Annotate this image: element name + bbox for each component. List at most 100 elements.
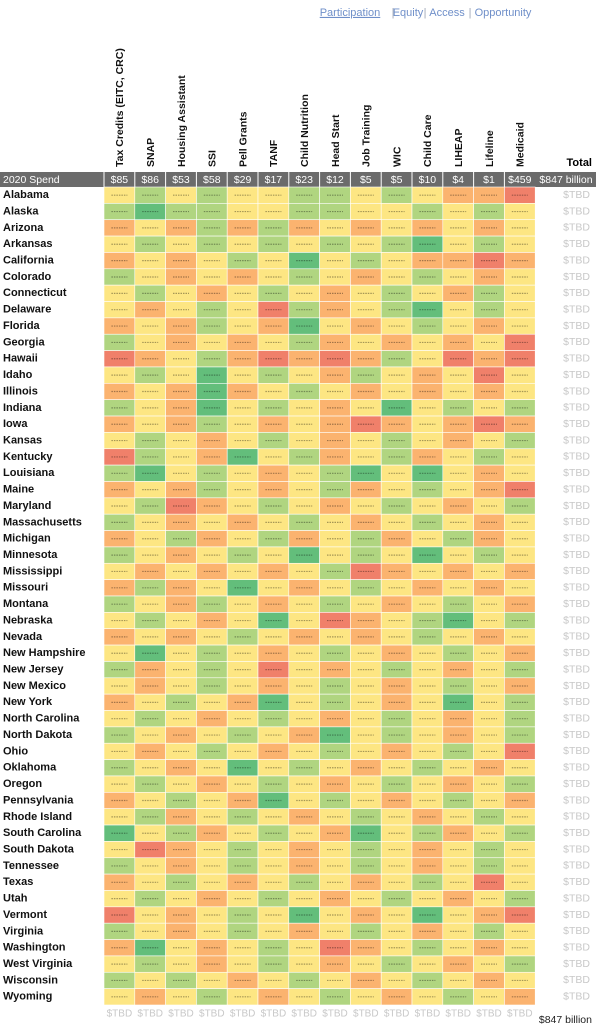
spend-value: $12 bbox=[326, 174, 344, 186]
column-header: SSI bbox=[207, 150, 219, 167]
footer-total: $847 billion bbox=[539, 1014, 592, 1024]
spend-value: $459 bbox=[508, 174, 532, 186]
row-total: $TBD bbox=[563, 483, 590, 495]
spend-value: $5 bbox=[360, 174, 372, 186]
state-name: Washington bbox=[3, 942, 66, 954]
state-name: Florida bbox=[3, 320, 41, 332]
row-total: $TBD bbox=[563, 762, 590, 774]
state-name: Idaho bbox=[3, 369, 33, 381]
state-name: Oregon bbox=[3, 778, 42, 790]
column-header: LIHEAP bbox=[453, 128, 465, 167]
footer-value: $TBD bbox=[107, 1009, 133, 1020]
row-total: $TBD bbox=[563, 418, 590, 430]
row-total: $TBD bbox=[563, 991, 590, 1003]
column-header: Pell Grants bbox=[237, 111, 249, 167]
row-total: $TBD bbox=[563, 827, 590, 839]
row-total: $TBD bbox=[563, 729, 590, 741]
column-header: Medicaid bbox=[515, 122, 527, 167]
column-header: SNAP bbox=[145, 138, 157, 167]
row-total: $TBD bbox=[563, 925, 590, 937]
state-name: Kentucky bbox=[3, 451, 53, 463]
nav-sep: | bbox=[469, 7, 472, 19]
state-name: New Jersey bbox=[3, 664, 64, 676]
state-name: Missouri bbox=[3, 582, 48, 594]
row-total: $TBD bbox=[563, 320, 590, 332]
column-header: WIC bbox=[391, 146, 403, 167]
footer-value: $TBD bbox=[322, 1009, 348, 1020]
row-total: $TBD bbox=[563, 385, 590, 397]
column-header: Lifeline bbox=[484, 130, 496, 167]
row-total: $TBD bbox=[563, 549, 590, 561]
footer-value: $TBD bbox=[137, 1009, 163, 1020]
row-total: $TBD bbox=[563, 974, 590, 986]
state-name: Alaska bbox=[3, 205, 39, 217]
spend-value: $4 bbox=[452, 174, 464, 186]
spend-value: $53 bbox=[172, 174, 190, 186]
heat-cell bbox=[504, 988, 536, 1006]
state-name: Ohio bbox=[3, 745, 28, 757]
spend-value: $5 bbox=[391, 174, 403, 186]
state-name: Georgia bbox=[3, 336, 45, 348]
state-name: Minnesota bbox=[3, 549, 58, 561]
row-total: $TBD bbox=[563, 663, 590, 675]
spend-value: $85 bbox=[111, 174, 129, 186]
row-total: $TBD bbox=[563, 336, 590, 348]
footer-value: $TBD bbox=[353, 1009, 379, 1020]
row-total: $TBD bbox=[563, 843, 590, 855]
state-name: California bbox=[3, 255, 55, 267]
nav-sep: | bbox=[392, 7, 395, 19]
spend-value: $58 bbox=[203, 174, 221, 186]
state-name: Montana bbox=[3, 598, 49, 610]
state-name: South Dakota bbox=[3, 843, 75, 855]
state-name: Maryland bbox=[3, 500, 51, 512]
spend-row-bg bbox=[0, 172, 596, 187]
row-total: $TBD bbox=[563, 369, 590, 381]
state-name: Nebraska bbox=[3, 614, 53, 626]
state-name: North Dakota bbox=[3, 729, 73, 741]
row-total: $TBD bbox=[563, 254, 590, 266]
state-name: West Virginia bbox=[3, 958, 73, 970]
spend-value: $86 bbox=[141, 174, 159, 186]
row-total: $TBD bbox=[563, 565, 590, 577]
state-name: Rhode Island bbox=[3, 811, 72, 823]
row-total: $TBD bbox=[563, 598, 590, 610]
state-name: Colorado bbox=[3, 271, 52, 283]
row-total: $TBD bbox=[563, 500, 590, 512]
state-name: Arkansas bbox=[3, 238, 53, 250]
column-header: Tax Credits (EITC, CRC) bbox=[114, 48, 126, 167]
footer-value: $TBD bbox=[291, 1009, 317, 1020]
state-name: New Hampshire bbox=[3, 647, 86, 659]
footer-value: $TBD bbox=[261, 1009, 287, 1020]
row-total: $TBD bbox=[563, 402, 590, 414]
state-name: New York bbox=[3, 696, 53, 708]
spend-total: $847 billion bbox=[539, 174, 592, 186]
nav-link[interactable]: Opportunity bbox=[475, 7, 532, 19]
footer-value: $TBD bbox=[230, 1009, 256, 1020]
state-name: Iowa bbox=[3, 418, 28, 430]
nav-link[interactable]: Equity bbox=[393, 7, 424, 19]
row-total: $TBD bbox=[563, 189, 590, 201]
row-total: $TBD bbox=[563, 287, 590, 299]
row-total: $TBD bbox=[563, 533, 590, 545]
row-total: $TBD bbox=[563, 892, 590, 904]
row-total: $TBD bbox=[563, 876, 590, 888]
state-name: Wisconsin bbox=[3, 974, 58, 986]
total-header: Total bbox=[567, 157, 592, 169]
nav-link[interactable]: Access bbox=[429, 7, 465, 19]
row-total: $TBD bbox=[563, 271, 590, 283]
column-header: Head Start bbox=[330, 114, 342, 167]
row-total: $TBD bbox=[563, 614, 590, 626]
footer-value: $TBD bbox=[445, 1009, 471, 1020]
state-name: Wyoming bbox=[3, 991, 52, 1003]
row-total: $TBD bbox=[563, 222, 590, 234]
nav-link[interactable]: Participation bbox=[320, 7, 381, 19]
state-name: Vermont bbox=[3, 909, 47, 921]
state-name: Massachusetts bbox=[3, 516, 82, 528]
footer-value: $TBD bbox=[476, 1009, 502, 1020]
spend-value: $10 bbox=[419, 174, 437, 186]
state-name: Illinois bbox=[3, 385, 38, 397]
state-name: Hawaii bbox=[3, 353, 38, 365]
state-name: Oklahoma bbox=[3, 762, 57, 774]
